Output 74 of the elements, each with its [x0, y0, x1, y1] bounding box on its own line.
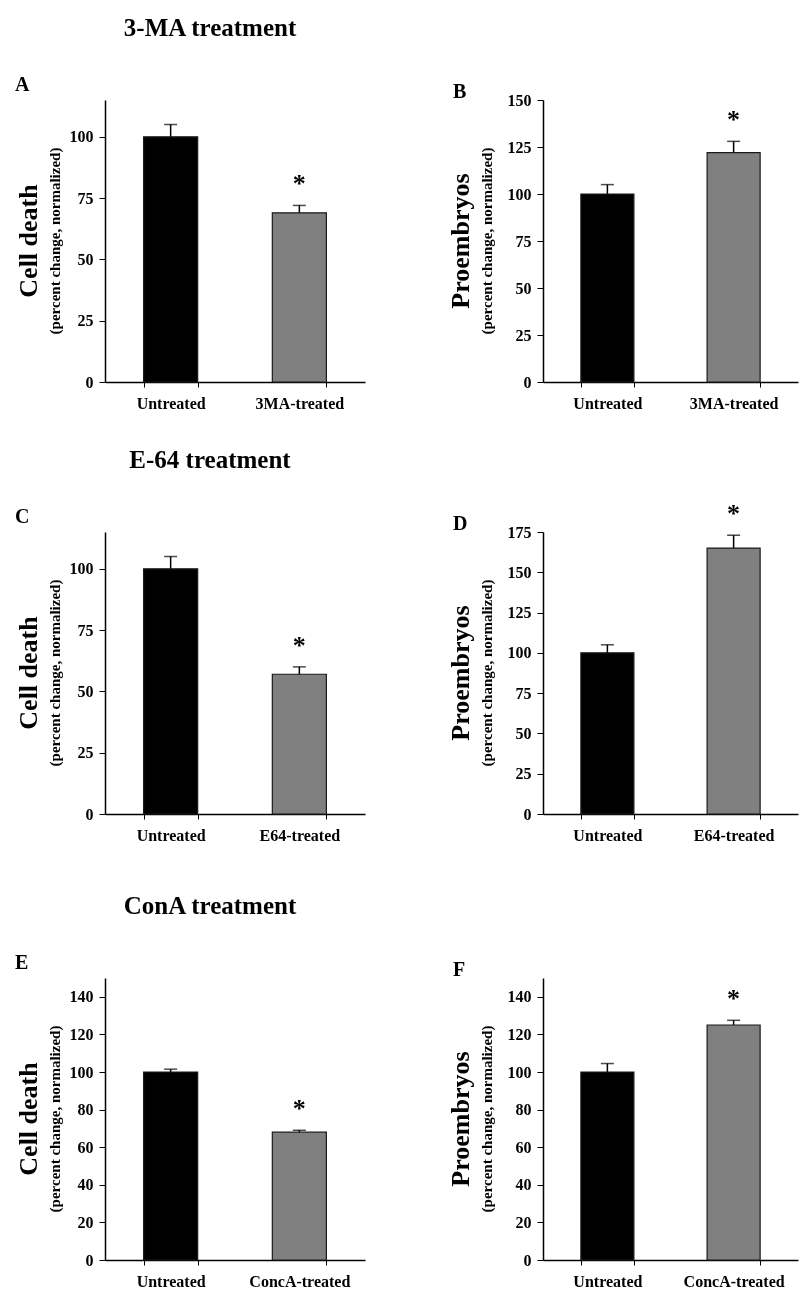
- y-axis-title: Proembryos (percent change, normalized): [446, 579, 496, 767]
- y-tick-label: 150: [507, 91, 532, 109]
- annotation: *: [292, 630, 306, 660]
- y-tick-label: 150: [507, 563, 532, 581]
- chart-title: 3-MA treatment: [123, 14, 297, 41]
- y-tick-label: 125: [507, 138, 532, 156]
- y-tick-label: 0: [523, 373, 532, 391]
- y-tick-label: 0: [85, 805, 94, 823]
- y-tick-label: 40: [515, 1176, 532, 1194]
- x-tick-label: 3MA-treated: [689, 394, 779, 412]
- y-tick-label: 75: [515, 684, 532, 702]
- x-tick-label: E64-treated: [693, 826, 775, 844]
- annotation: *: [727, 984, 741, 1014]
- y-tick-label: 60: [515, 1138, 532, 1156]
- y-tick-label: 0: [523, 1251, 532, 1269]
- y-tick-label: 60: [77, 1138, 94, 1156]
- text: E: [15, 951, 29, 973]
- y-tick-label: 100: [69, 560, 94, 578]
- text: F: [453, 958, 466, 980]
- x-tick-label: ConcA-treated: [683, 1272, 785, 1289]
- y-axis-title: Proembryos (percent change, normalized): [446, 147, 496, 335]
- annotation: *: [292, 169, 306, 199]
- x-tick-label: E64-treated: [259, 826, 341, 844]
- x-tick-label: Untreated: [573, 394, 643, 412]
- y-tick-label: 100: [69, 128, 94, 146]
- y-tick-label: 140: [507, 988, 532, 1006]
- y-tick-label: 120: [507, 1025, 532, 1043]
- x-tick-label: 3MA-treated: [255, 394, 345, 412]
- y-tick-label: 100: [507, 644, 532, 662]
- y-axis-title: Cell death (percent change, normalized): [14, 1025, 64, 1213]
- y-tick-label: 125: [507, 604, 532, 622]
- y-tick-label: 50: [515, 279, 532, 297]
- y-tick-label: 20: [515, 1213, 532, 1231]
- y-axis-title: Cell death (percent change, normalized): [14, 147, 64, 335]
- x-tick-label: Untreated: [573, 826, 643, 844]
- y-tick-label: 50: [77, 682, 94, 700]
- y-tick-label: 20: [77, 1213, 94, 1231]
- y-tick-label: 25: [515, 326, 532, 344]
- x-tick-label: ConcA-treated: [249, 1272, 351, 1289]
- y-axis-title: Proembryos (percent change, normalized): [446, 1025, 496, 1213]
- y-tick-label: 25: [515, 765, 532, 783]
- y-tick-label: 75: [515, 232, 532, 250]
- y-tick-label: 80: [515, 1101, 532, 1119]
- annotation: *: [727, 105, 741, 135]
- x-tick-label: Untreated: [136, 394, 206, 412]
- y-tick-label: 75: [77, 621, 94, 639]
- y-tick-label: 25: [77, 312, 94, 330]
- y-axis-title: Cell death (percent change, normalized): [14, 579, 64, 767]
- y-tick-label: 140: [69, 988, 94, 1006]
- y-tick-label: 175: [507, 523, 532, 541]
- y-tick-label: 50: [77, 250, 94, 268]
- y-tick-label: 0: [85, 373, 94, 391]
- y-tick-label: 0: [523, 805, 532, 823]
- y-tick-label: 120: [69, 1025, 94, 1043]
- y-tick-label: 25: [77, 744, 94, 762]
- y-tick-label: 100: [507, 1063, 532, 1081]
- y-tick-label: 100: [507, 185, 532, 203]
- chart-title: ConA treatment: [123, 892, 297, 919]
- annotation: *: [727, 499, 741, 529]
- text: C: [15, 505, 30, 527]
- y-tick-label: 0: [85, 1251, 94, 1269]
- annotation: *: [292, 1094, 306, 1124]
- chart-title: E-64 treatment: [129, 446, 292, 473]
- y-tick-label: 80: [77, 1101, 94, 1119]
- text: A: [15, 73, 30, 95]
- y-tick-label: 50: [515, 724, 532, 742]
- x-tick-label: Untreated: [136, 826, 206, 844]
- x-tick-label: Untreated: [136, 1272, 206, 1289]
- y-tick-label: 75: [77, 189, 94, 207]
- text: B: [453, 80, 467, 102]
- x-tick-label: Untreated: [573, 1272, 643, 1289]
- text: D: [453, 512, 468, 534]
- y-tick-label: 100: [69, 1063, 94, 1081]
- y-tick-label: 40: [77, 1176, 94, 1194]
